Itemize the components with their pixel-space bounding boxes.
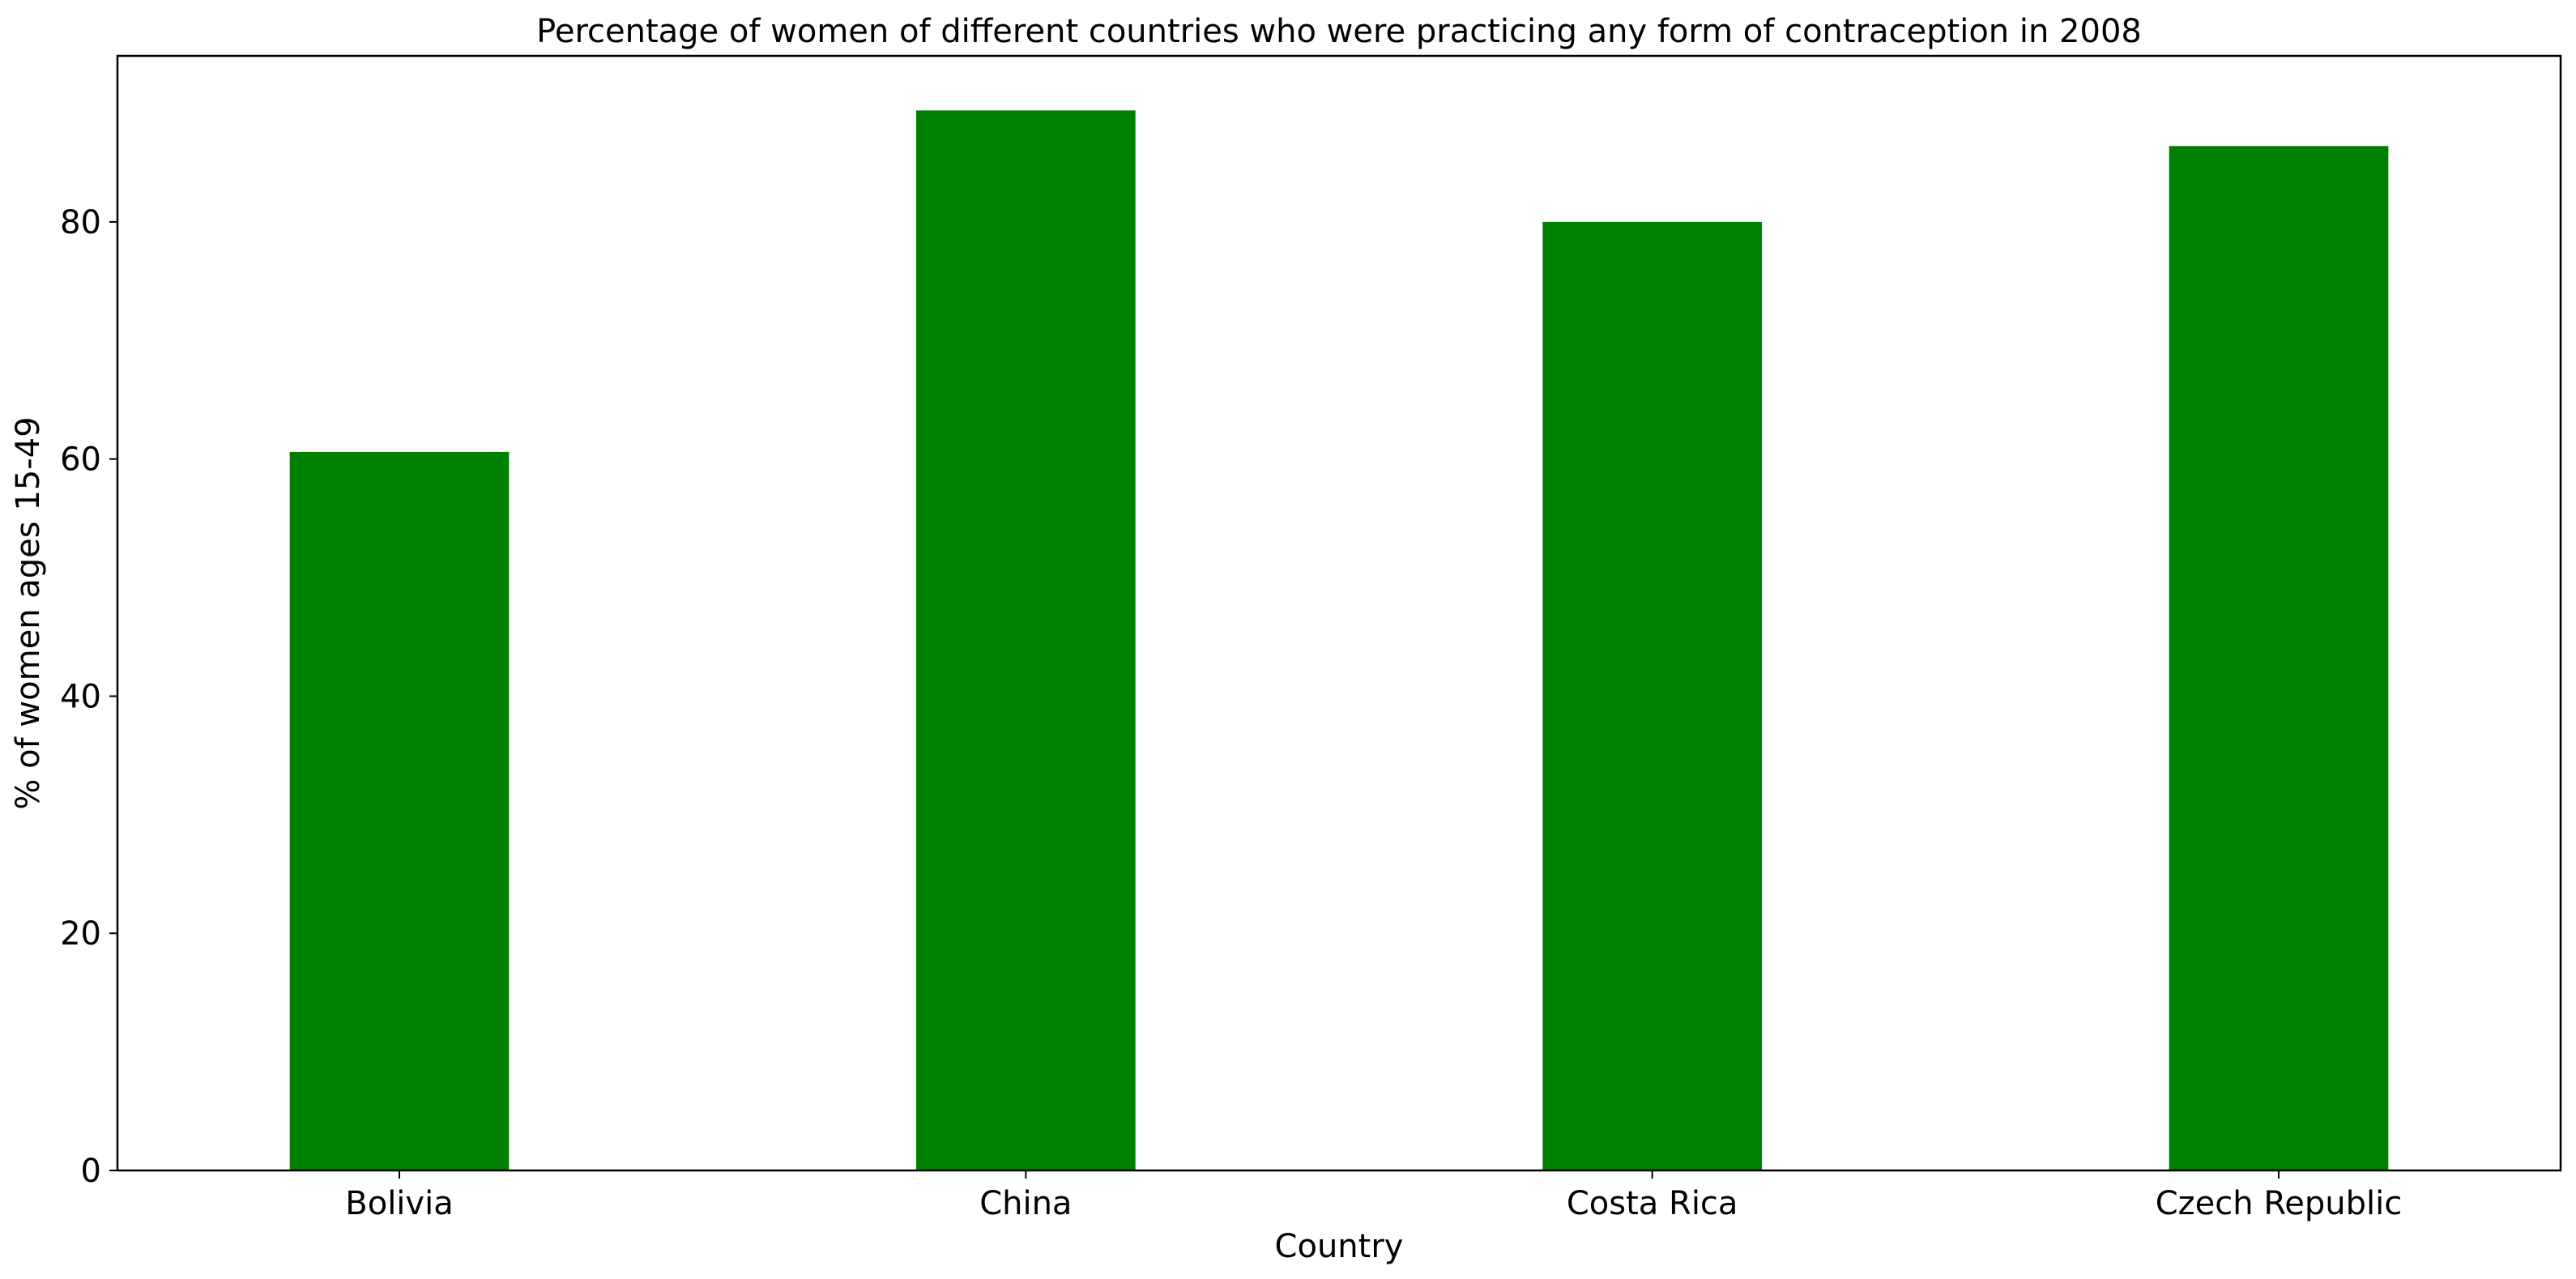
x-tick-label: China xyxy=(979,1185,1072,1222)
y-axis-label: % of women ages 15-49 xyxy=(10,416,47,809)
x-tick-label: Bolivia xyxy=(345,1185,453,1222)
bar-czech-republic xyxy=(2169,146,2389,1170)
y-tick-label: 80 xyxy=(60,204,101,241)
x-tick-label: Czech Republic xyxy=(2156,1185,2403,1222)
y-tick-label: 60 xyxy=(60,441,101,479)
plot-frame xyxy=(116,54,2562,1172)
x-tick-label: Costa Rica xyxy=(1567,1185,1738,1222)
y-tick-label: 0 xyxy=(81,1153,101,1190)
bar-bolivia xyxy=(289,451,510,1170)
x-axis-ticks: Bolivia China Costa Rica Czech Republic xyxy=(345,1170,2402,1222)
bars-layer xyxy=(289,110,2389,1170)
y-axis-ticks: 0 20 40 60 80 xyxy=(60,204,117,1190)
bar-costa-rica xyxy=(1542,221,1762,1170)
chart-title: Percentage of women of different countri… xyxy=(536,13,2142,50)
y-tick-label: 40 xyxy=(60,678,101,715)
bar-china xyxy=(916,110,1136,1170)
y-tick-label: 20 xyxy=(60,915,101,953)
x-axis-label: Country xyxy=(1275,1228,1404,1265)
